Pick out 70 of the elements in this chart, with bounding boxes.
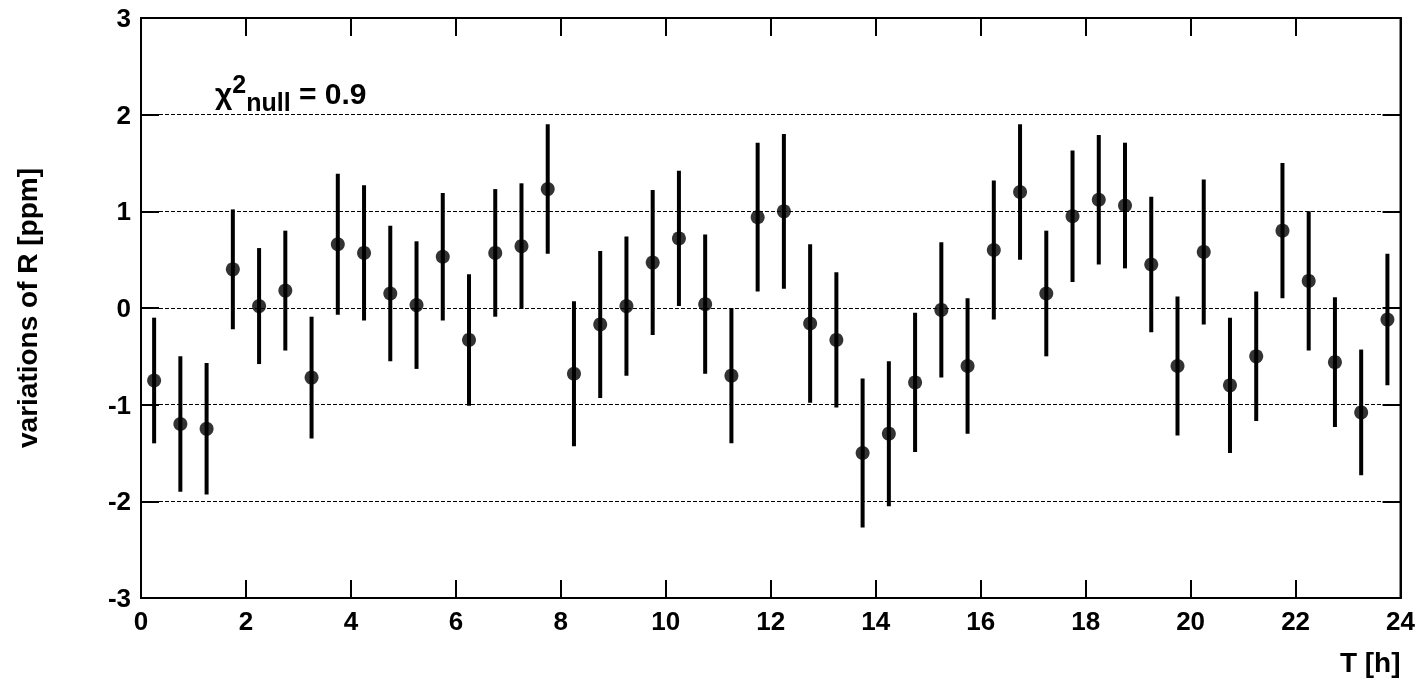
x-tick-label: 24 — [1386, 606, 1416, 636]
point — [1170, 359, 1185, 373]
point — [1013, 185, 1028, 199]
point — [330, 237, 345, 252]
point — [540, 182, 555, 197]
point — [1275, 223, 1290, 238]
y-tick-label: -2 — [107, 486, 131, 517]
x-tick-label: 12 — [756, 606, 786, 636]
point — [409, 298, 424, 313]
point — [934, 302, 949, 317]
x-tick-label: 16 — [966, 606, 996, 636]
point — [383, 286, 398, 301]
point — [1039, 286, 1054, 301]
point — [1327, 355, 1342, 370]
point — [1065, 209, 1080, 224]
x-tick-label: 8 — [553, 606, 569, 636]
point — [357, 245, 372, 260]
point — [750, 210, 765, 225]
point — [1091, 192, 1106, 207]
y-tick-label: 0 — [116, 293, 131, 323]
point — [435, 249, 450, 264]
point — [225, 262, 240, 277]
point — [881, 426, 896, 441]
y-axis-title: variations of R [ppm] — [11, 167, 43, 449]
x-tick-label: 20 — [1176, 606, 1206, 636]
point — [986, 243, 1001, 257]
point — [1354, 405, 1369, 420]
point — [462, 332, 477, 347]
x-tick-label: 22 — [1281, 606, 1311, 636]
point — [855, 446, 870, 460]
x-tick-label: 14 — [861, 606, 891, 636]
point — [803, 316, 818, 331]
point — [199, 421, 214, 436]
point — [147, 373, 162, 388]
point — [776, 204, 791, 219]
x-tick-label: 2 — [238, 606, 254, 636]
point — [566, 366, 581, 381]
x-tick-label: 6 — [448, 606, 464, 636]
point — [724, 368, 739, 383]
y-tick-label: 1 — [116, 196, 131, 227]
annotation: χ$^{2}$$_{null}$ = 0.9 — [215, 70, 367, 117]
point — [1118, 198, 1133, 213]
y-tick-label: -1 — [107, 389, 131, 420]
point — [514, 239, 529, 254]
point — [304, 370, 319, 385]
x-tick-label: 4 — [343, 606, 359, 636]
point — [252, 299, 267, 314]
y-tick-label: 2 — [116, 99, 131, 130]
point — [1222, 378, 1237, 393]
point — [1301, 273, 1316, 288]
point — [1380, 312, 1395, 327]
x-tick-label: 18 — [1071, 606, 1101, 636]
point — [671, 231, 686, 246]
point — [698, 297, 713, 312]
point — [829, 332, 844, 347]
x-tick-label: 10 — [651, 606, 681, 636]
point — [593, 317, 608, 332]
point — [1249, 349, 1264, 364]
point — [1144, 257, 1159, 272]
point — [619, 299, 634, 314]
point — [960, 359, 975, 373]
y-tick-label: 3 — [116, 3, 131, 33]
point — [1196, 244, 1211, 259]
point — [278, 283, 293, 298]
point — [645, 255, 660, 270]
point — [173, 417, 188, 431]
point — [908, 375, 923, 390]
x-axis-title: T [h] — [1339, 646, 1401, 678]
point — [488, 245, 503, 260]
y-tick-label: -3 — [107, 583, 131, 613]
